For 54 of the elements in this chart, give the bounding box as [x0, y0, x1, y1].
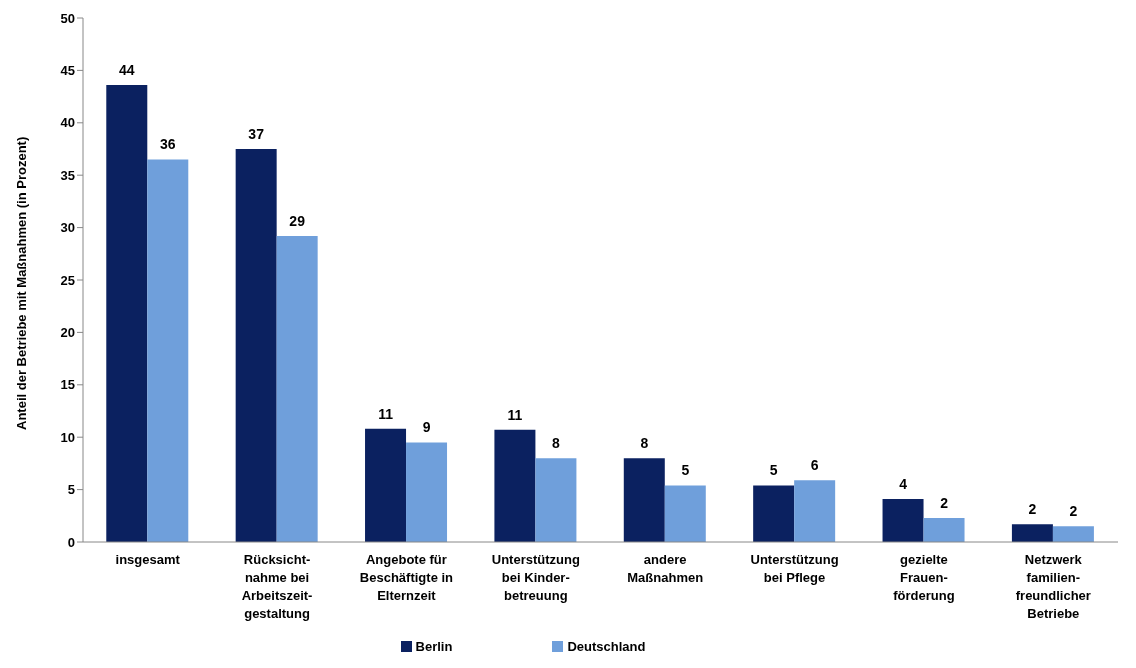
bar	[882, 499, 924, 542]
data-label: 44	[119, 62, 135, 79]
bar	[1052, 526, 1094, 542]
y-tick-label: 45	[60, 63, 75, 79]
bar	[106, 85, 148, 542]
x-tick-label: Angebote für Beschäftigte in Elternzeit	[359, 552, 454, 603]
x-tick-label: Netzwerk familien- freundlicher Betriebe	[1015, 552, 1091, 621]
data-label: 11	[378, 405, 394, 422]
x-tick-label: Rücksicht- nahme bei Arbeitszeit- gestaltung	[241, 552, 313, 621]
data-label: 2	[1028, 501, 1037, 518]
data-label: 2	[1069, 503, 1078, 520]
bar	[494, 429, 536, 542]
y-axis-title: Anteil der Betriebe mit Maßnahmen (in Prozent)	[13, 136, 29, 430]
data-label: 8	[640, 435, 649, 452]
data-label: 36	[160, 136, 176, 153]
bar	[276, 235, 318, 542]
data-label: 9	[422, 419, 431, 436]
legend-label: Berlin	[415, 639, 453, 654]
y-tick-label: 0	[67, 534, 75, 550]
legend-label: Deutschland	[567, 639, 646, 654]
bar	[147, 159, 189, 542]
x-tick-label: andere Maßnahmen	[627, 552, 704, 585]
bar	[794, 480, 836, 542]
x-tick-label: Unterstützung bei Pflege	[750, 552, 839, 585]
bar	[406, 442, 448, 542]
data-label: 5	[769, 462, 778, 479]
y-tick-label: 25	[60, 272, 75, 288]
x-tick-label: Unterstützung bei Kinder- betreuung	[491, 552, 580, 603]
bar	[235, 149, 277, 542]
bar	[1011, 524, 1053, 542]
data-label: 5	[681, 462, 690, 479]
data-label: 8	[552, 435, 561, 452]
bar	[753, 485, 795, 542]
data-label: 4	[899, 476, 908, 493]
bar	[664, 485, 706, 542]
y-tick-label: 10	[60, 429, 75, 445]
y-tick-label: 20	[60, 325, 75, 341]
bar	[535, 458, 577, 542]
y-tick-label: 50	[60, 10, 75, 26]
y-tick-label: 30	[60, 220, 75, 236]
bar	[923, 517, 965, 542]
data-label: 2	[940, 494, 949, 511]
data-label: 37	[248, 126, 265, 142]
data-label: 29	[289, 212, 306, 229]
data-label: 11	[507, 406, 523, 423]
x-tick-label: gezielte Frauen- förderung	[893, 552, 955, 603]
y-tick-label: 40	[60, 115, 75, 131]
bar	[365, 428, 407, 542]
y-tick-label: 15	[60, 377, 75, 393]
y-tick-label: 35	[60, 167, 75, 183]
x-tick-label: insgesamt	[115, 552, 181, 567]
bar	[623, 458, 665, 542]
y-tick-label: 5	[67, 482, 75, 498]
data-label: 6	[810, 457, 819, 474]
